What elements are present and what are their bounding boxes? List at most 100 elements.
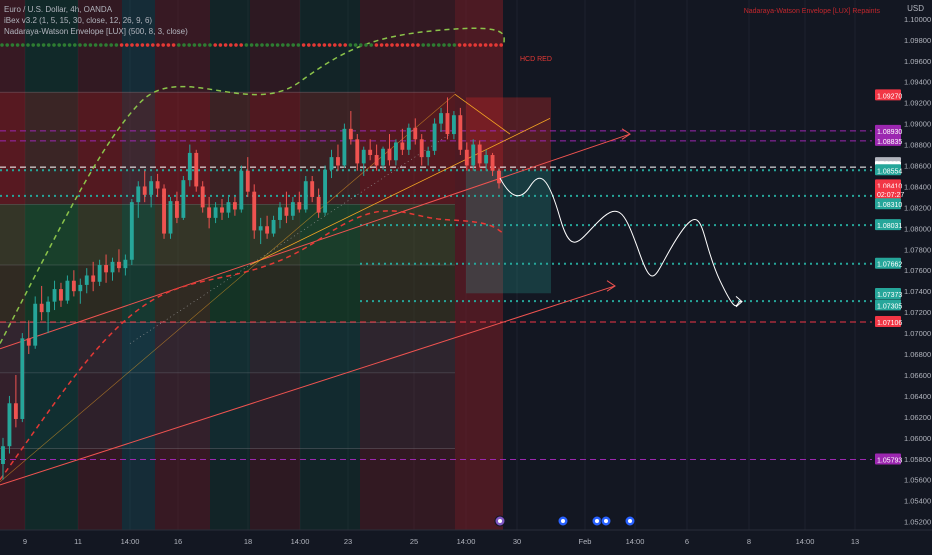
base-range-box (0, 372, 455, 449)
signal-dot (478, 43, 483, 47)
signal-dot (296, 43, 301, 47)
y-tick-label: 1.07800 (904, 245, 931, 254)
signal-dot (343, 43, 348, 47)
y-tick-label: 1.06800 (904, 350, 931, 359)
price-label-tag (875, 315, 901, 327)
signal-dot (166, 43, 171, 47)
signal-dot (426, 43, 431, 47)
symbol-title[interactable]: Euro / U.S. Dollar, 4h, OANDA (4, 5, 113, 14)
price-label-tag (875, 288, 901, 300)
signal-dot (411, 43, 415, 47)
signal-dot (390, 43, 394, 47)
signal-dot (301, 43, 306, 47)
lightning-icon[interactable] (494, 515, 506, 527)
y-tick-label: 1.06400 (904, 392, 931, 401)
y-tick-label: 1.07000 (904, 329, 931, 338)
signal-dot (140, 43, 145, 47)
y-tick-label: 1.06600 (904, 371, 931, 380)
candle-body (226, 202, 231, 213)
candle-body (174, 201, 179, 218)
signal-dot (119, 43, 124, 47)
signal-dot (265, 43, 270, 47)
candle-body (59, 289, 63, 301)
signal-dot (47, 43, 51, 47)
flag-icon[interactable] (624, 515, 636, 527)
candle-body (252, 191, 257, 231)
signal-dot (374, 43, 379, 47)
y-tick-label: 1.08200 (904, 203, 931, 212)
candle-body (355, 139, 360, 164)
price-label-text: 1.09270 (877, 93, 902, 100)
x-tick-label: 6 (685, 537, 689, 546)
price-label-text: 1.08031 (877, 223, 902, 230)
candle-body (239, 170, 244, 210)
x-tick-label: 9 (23, 537, 27, 546)
signal-dot (62, 43, 67, 47)
time-axis-bg (0, 530, 932, 550)
y-tick-label: 1.05600 (904, 476, 931, 485)
y-tick-label: 1.07400 (904, 287, 931, 296)
candle-body (65, 280, 70, 301)
price-label-text: 1.08554 (877, 168, 902, 175)
signal-dot (327, 43, 332, 47)
candle-body (84, 275, 89, 285)
candle-body (387, 148, 392, 161)
candle-body (142, 186, 147, 195)
candle-body (451, 115, 456, 135)
x-tick-label: 14:00 (121, 537, 140, 546)
x-tick-label: 14:00 (291, 537, 310, 546)
signal-dot (286, 43, 290, 47)
y-tick-label: 1.05800 (904, 455, 931, 464)
signal-dot (156, 43, 160, 47)
price-label-text: 1.07305 (877, 303, 902, 310)
signal-dot (21, 43, 25, 47)
signal-dot (0, 43, 4, 47)
candle-body (284, 207, 289, 216)
signal-dot (463, 43, 467, 47)
signal-dot (177, 43, 181, 47)
chart-legend: Euro / U.S. Dollar, 4h, OANDA iBex v3.2 … (4, 4, 188, 37)
candle-body (46, 301, 51, 313)
signal-dot (483, 43, 488, 47)
candle-body (213, 207, 218, 218)
upper-range-box (0, 92, 455, 205)
trendline-orange (249, 118, 551, 266)
price-label-text: 1.08410 (877, 183, 902, 190)
price-label-tag (875, 257, 901, 269)
signal-dot (395, 43, 400, 47)
signal-dot (489, 43, 493, 47)
x-tick-label: 11 (74, 537, 82, 546)
flag-icon[interactable] (600, 515, 612, 527)
candle-body (181, 180, 186, 218)
candle-body (91, 275, 96, 282)
y-tick-label: 1.08800 (904, 141, 931, 150)
signal-dot (109, 43, 113, 47)
price-label-tag (875, 164, 901, 176)
repaint-label: Nadaraya-Watson Envelope [LUX] Repaints (743, 8, 880, 15)
candle-body (110, 261, 115, 273)
candle-body (207, 207, 212, 218)
candle-body (97, 265, 102, 282)
signal-dot (213, 43, 217, 47)
price-label-tag (875, 219, 901, 231)
candle-body (374, 155, 379, 166)
signal-dot (416, 43, 420, 47)
candle-body (117, 261, 121, 269)
hcd-annotation: HCD RED (520, 56, 552, 63)
flag-icon[interactable] (557, 515, 569, 527)
candle-body (323, 169, 328, 213)
y-tick-label: 1.09600 (904, 57, 931, 66)
signal-dot (348, 43, 353, 47)
candle-body (7, 403, 12, 447)
signal-dot (364, 43, 368, 47)
trendline-top (454, 93, 511, 135)
indicator-nwe-label[interactable]: Nadaraya-Watson Envelope [LUX] (500, 8, … (4, 27, 188, 36)
y-tick-label: 1.07600 (904, 266, 931, 275)
candle-body (297, 202, 302, 210)
signal-dot (473, 43, 478, 47)
x-tick-label: 23 (344, 537, 352, 546)
indicator-ibex-label[interactable]: iBex v3.2 (1, 5, 15, 30, close, 12, 26, … (4, 16, 153, 25)
candle-body (13, 403, 18, 419)
